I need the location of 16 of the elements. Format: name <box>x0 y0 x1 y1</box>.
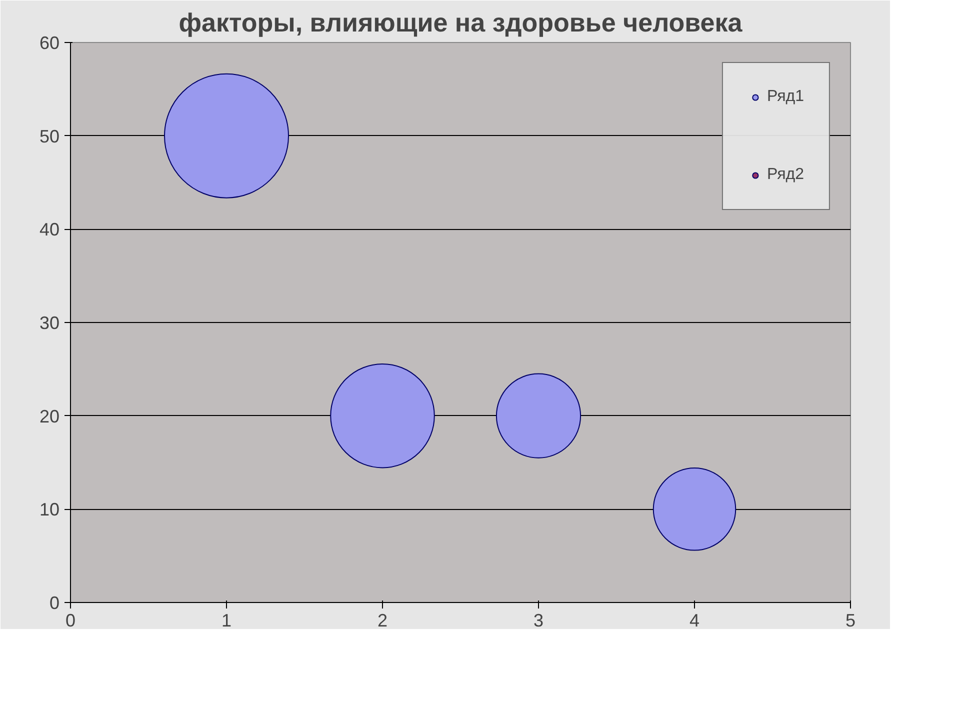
x-tick-label: 4 <box>689 610 700 630</box>
y-tick-label: 10 <box>39 500 60 520</box>
y-tick-label: 60 <box>39 33 60 53</box>
y-tick-label: 20 <box>39 406 60 426</box>
y-tick-label: 0 <box>49 593 60 613</box>
y-tick-label: 30 <box>39 313 60 333</box>
y-tick-label: 50 <box>39 126 60 146</box>
y-tick-label: 40 <box>39 220 60 240</box>
legend-label: Ряд2 <box>766 166 804 184</box>
legend-label: Ряд1 <box>766 88 804 106</box>
x-tick-label: 3 <box>533 610 544 630</box>
x-tick-label: 2 <box>377 610 388 630</box>
x-tick-label: 0 <box>65 610 76 630</box>
x-tick-label: 1 <box>221 610 232 630</box>
chart-title: факторы, влияющие на здоровье человека <box>178 8 743 38</box>
x-tick-label: 5 <box>845 610 856 630</box>
